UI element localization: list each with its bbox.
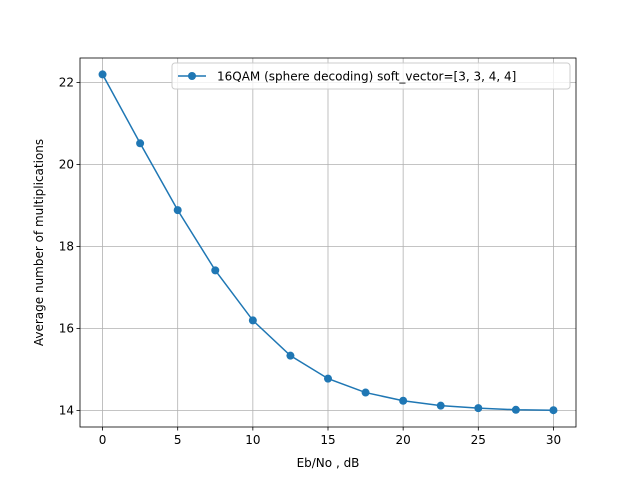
data-point [511, 405, 520, 414]
x-tick-label: 15 [320, 433, 335, 447]
x-tick-label: 20 [396, 433, 411, 447]
data-point [173, 206, 182, 215]
data-point [248, 316, 257, 325]
series-layer [98, 70, 558, 415]
legend: 16QAM (sphere decoding) soft_vector=[3, … [171, 62, 571, 90]
y-tick-label: 22 [59, 76, 74, 90]
x-axis-ticks: 0 5 10 15 20 25 30 [99, 427, 561, 447]
data-point [436, 401, 445, 410]
grid-lines [80, 58, 576, 427]
x-axis-label: Eb/No , dB [297, 456, 360, 470]
data-point [211, 266, 220, 275]
data-point [361, 388, 370, 397]
y-axis-label: Average number of multiplications [32, 139, 46, 346]
x-tick-label: 10 [245, 433, 260, 447]
y-tick-label: 16 [59, 322, 74, 336]
data-point [399, 396, 408, 405]
x-tick-label: 0 [99, 433, 107, 447]
y-axis-ticks: 14 16 18 20 22 [59, 76, 80, 418]
data-point [324, 374, 332, 383]
y-tick-label: 20 [59, 158, 74, 172]
data-point [136, 139, 145, 148]
legend-box [171, 62, 571, 90]
data-point [286, 351, 295, 360]
x-tick-label: 5 [174, 433, 182, 447]
x-tick-label: 25 [471, 433, 486, 447]
legend-entry-label: 16QAM (sphere decoding) soft_vector=[3, … [217, 70, 516, 84]
data-point [549, 406, 558, 415]
y-tick-label: 18 [59, 240, 74, 254]
data-point [98, 70, 107, 79]
x-tick-label: 30 [546, 433, 561, 447]
legend-marker-sample [188, 72, 196, 80]
data-point [474, 404, 483, 413]
y-tick-label: 14 [59, 404, 74, 418]
